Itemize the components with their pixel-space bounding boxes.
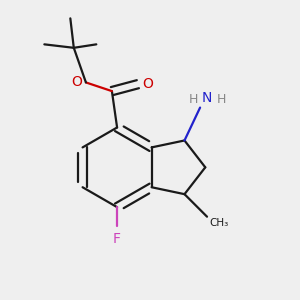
Text: F: F bbox=[113, 232, 121, 246]
Text: N: N bbox=[202, 91, 212, 105]
Text: O: O bbox=[142, 77, 153, 91]
Text: H: H bbox=[217, 93, 226, 106]
Text: H: H bbox=[189, 93, 198, 106]
Text: O: O bbox=[71, 76, 82, 89]
Text: CH₃: CH₃ bbox=[210, 218, 229, 228]
